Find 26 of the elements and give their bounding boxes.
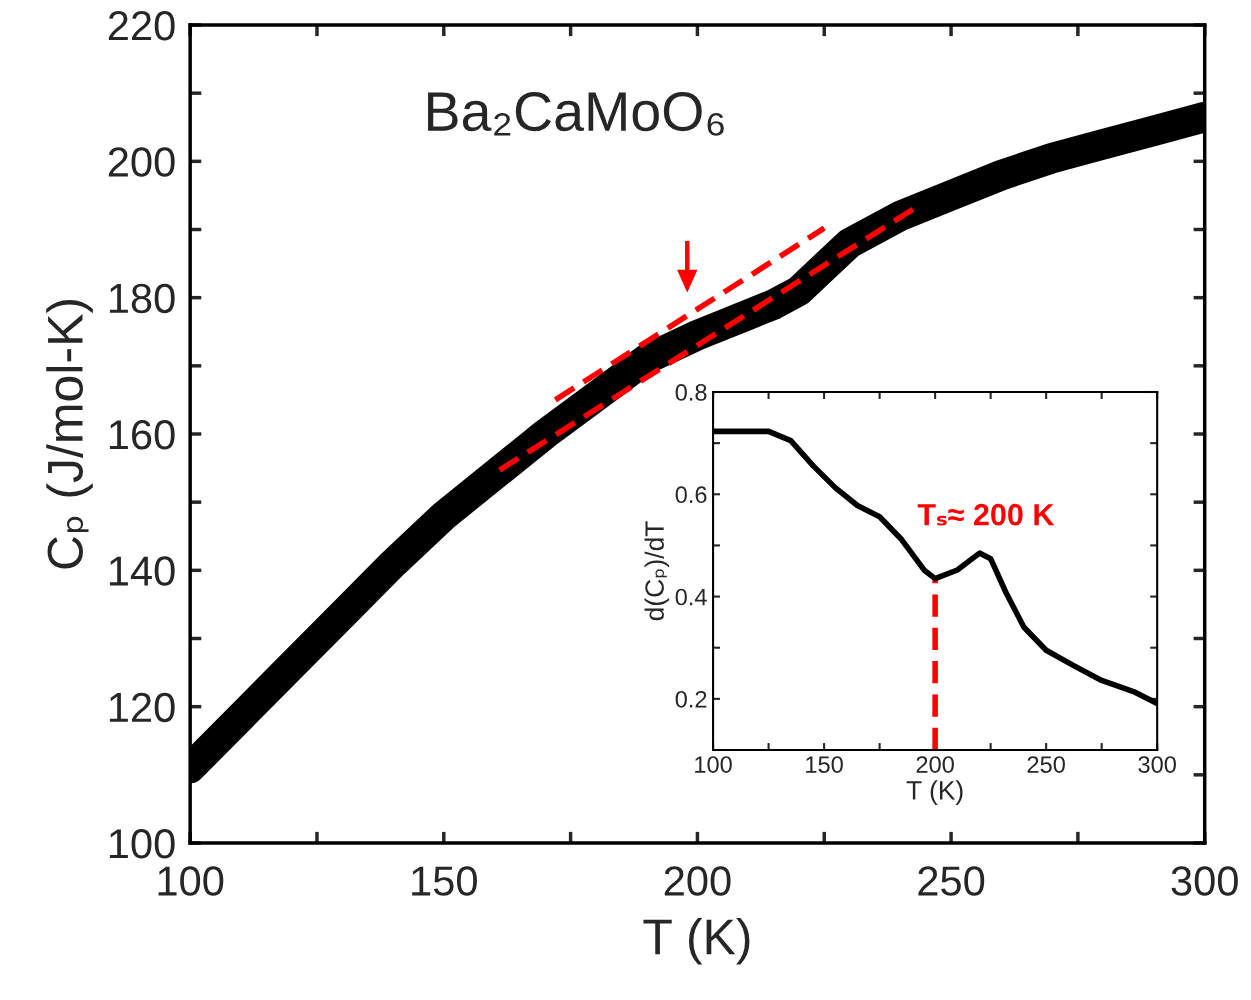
y-axis-title: Cₚ (J/mol-K)	[46, 300, 93, 569]
y-tick-label: 0.8	[675, 384, 707, 401]
y-tick-label: 120	[109, 692, 175, 723]
x-tick-label: 150	[412, 866, 477, 896]
annotation: Tₛ≈ 200 K	[917, 503, 1055, 526]
y-tick-label: 180	[109, 283, 175, 314]
y-tick-label: 0.2	[675, 690, 707, 708]
x-axis-title: T (K)	[643, 917, 750, 965]
y-axis-title: d(Cₚ)/dT	[644, 521, 670, 621]
y-tick-label: 0.4	[675, 588, 707, 606]
y-tick-label: 140	[109, 556, 175, 586]
y-tick-label: 200	[108, 147, 175, 177]
y-tick-label: 0.6	[675, 486, 707, 504]
x-tick-label: 100	[158, 866, 224, 896]
x-tick-label: 300	[1138, 756, 1176, 773]
y-tick-label: 100	[109, 829, 175, 859]
x-tick-label: 250	[918, 866, 985, 896]
x-axis-title: T (K)	[906, 780, 963, 805]
x-tick-label: 250	[1027, 756, 1065, 773]
y-tick-label: 220	[108, 11, 175, 41]
x-tick-label: 150	[806, 756, 843, 773]
text: Ba₂CaMoO₆	[428, 91, 724, 136]
x-tick-label: 300	[1171, 866, 1238, 896]
x-tick-label: 200	[916, 756, 954, 773]
x-tick-label: 100	[695, 756, 732, 773]
y-tick-label: 160	[109, 420, 175, 450]
